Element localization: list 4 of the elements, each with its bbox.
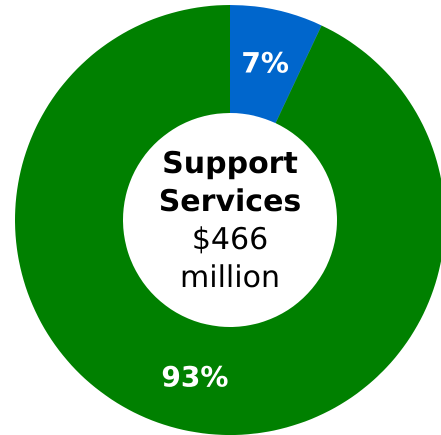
text: $466 million — [180, 222, 280, 295]
text: Support Services — [158, 146, 302, 219]
data-label: 93% — [161, 360, 228, 394]
data-label: 7% — [241, 46, 289, 80]
